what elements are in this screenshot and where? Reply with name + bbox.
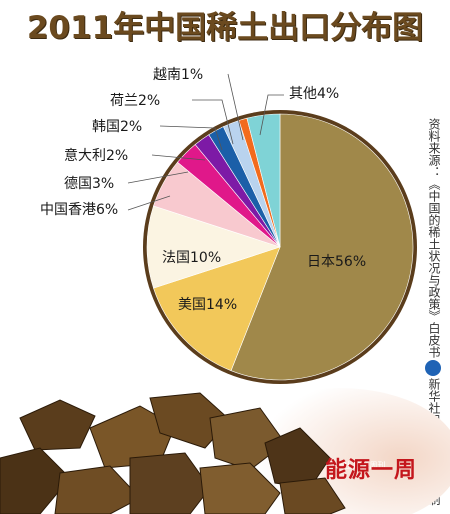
xinhua-logo-icon xyxy=(425,360,441,376)
slice-label-0: 日本56% xyxy=(307,254,366,270)
rare-earth-photo xyxy=(0,388,450,514)
page-title: 2011年中国稀土出口分布图 xyxy=(26,10,424,46)
leader-line-8 xyxy=(227,73,244,141)
slice-label-7: 荷兰2% xyxy=(110,93,160,109)
slice-label-9: 其他4% xyxy=(289,86,339,102)
leader-line-5 xyxy=(151,154,206,161)
source-note: 资料来源：《中国的稀土状况与政策》白皮书 xyxy=(427,118,441,358)
slice-label-6: 韩国2% xyxy=(92,119,142,135)
slice-label-4: 德国3% xyxy=(64,176,114,192)
slice-label-8: 越南1% xyxy=(153,67,203,83)
brand-subtitle: 新华社 能源周刊 xyxy=(327,461,386,470)
leader-line-3 xyxy=(127,195,171,211)
leader-line-9 xyxy=(259,94,284,136)
leader-line-4 xyxy=(127,171,189,184)
pie-slice-9 xyxy=(246,113,281,248)
leader-line-7 xyxy=(192,99,234,145)
leader-line-6 xyxy=(159,125,223,151)
pie-slice-0 xyxy=(230,113,414,381)
slice-label-3: 中国香港6% xyxy=(40,202,118,218)
slice-label-5: 意大利2% xyxy=(64,147,128,164)
slice-label-2: 法国10% xyxy=(162,250,221,266)
pie-slice-2 xyxy=(146,205,281,289)
brand-logo: 能源一周 xyxy=(325,457,418,483)
slice-label-1: 美国14% xyxy=(178,297,237,313)
